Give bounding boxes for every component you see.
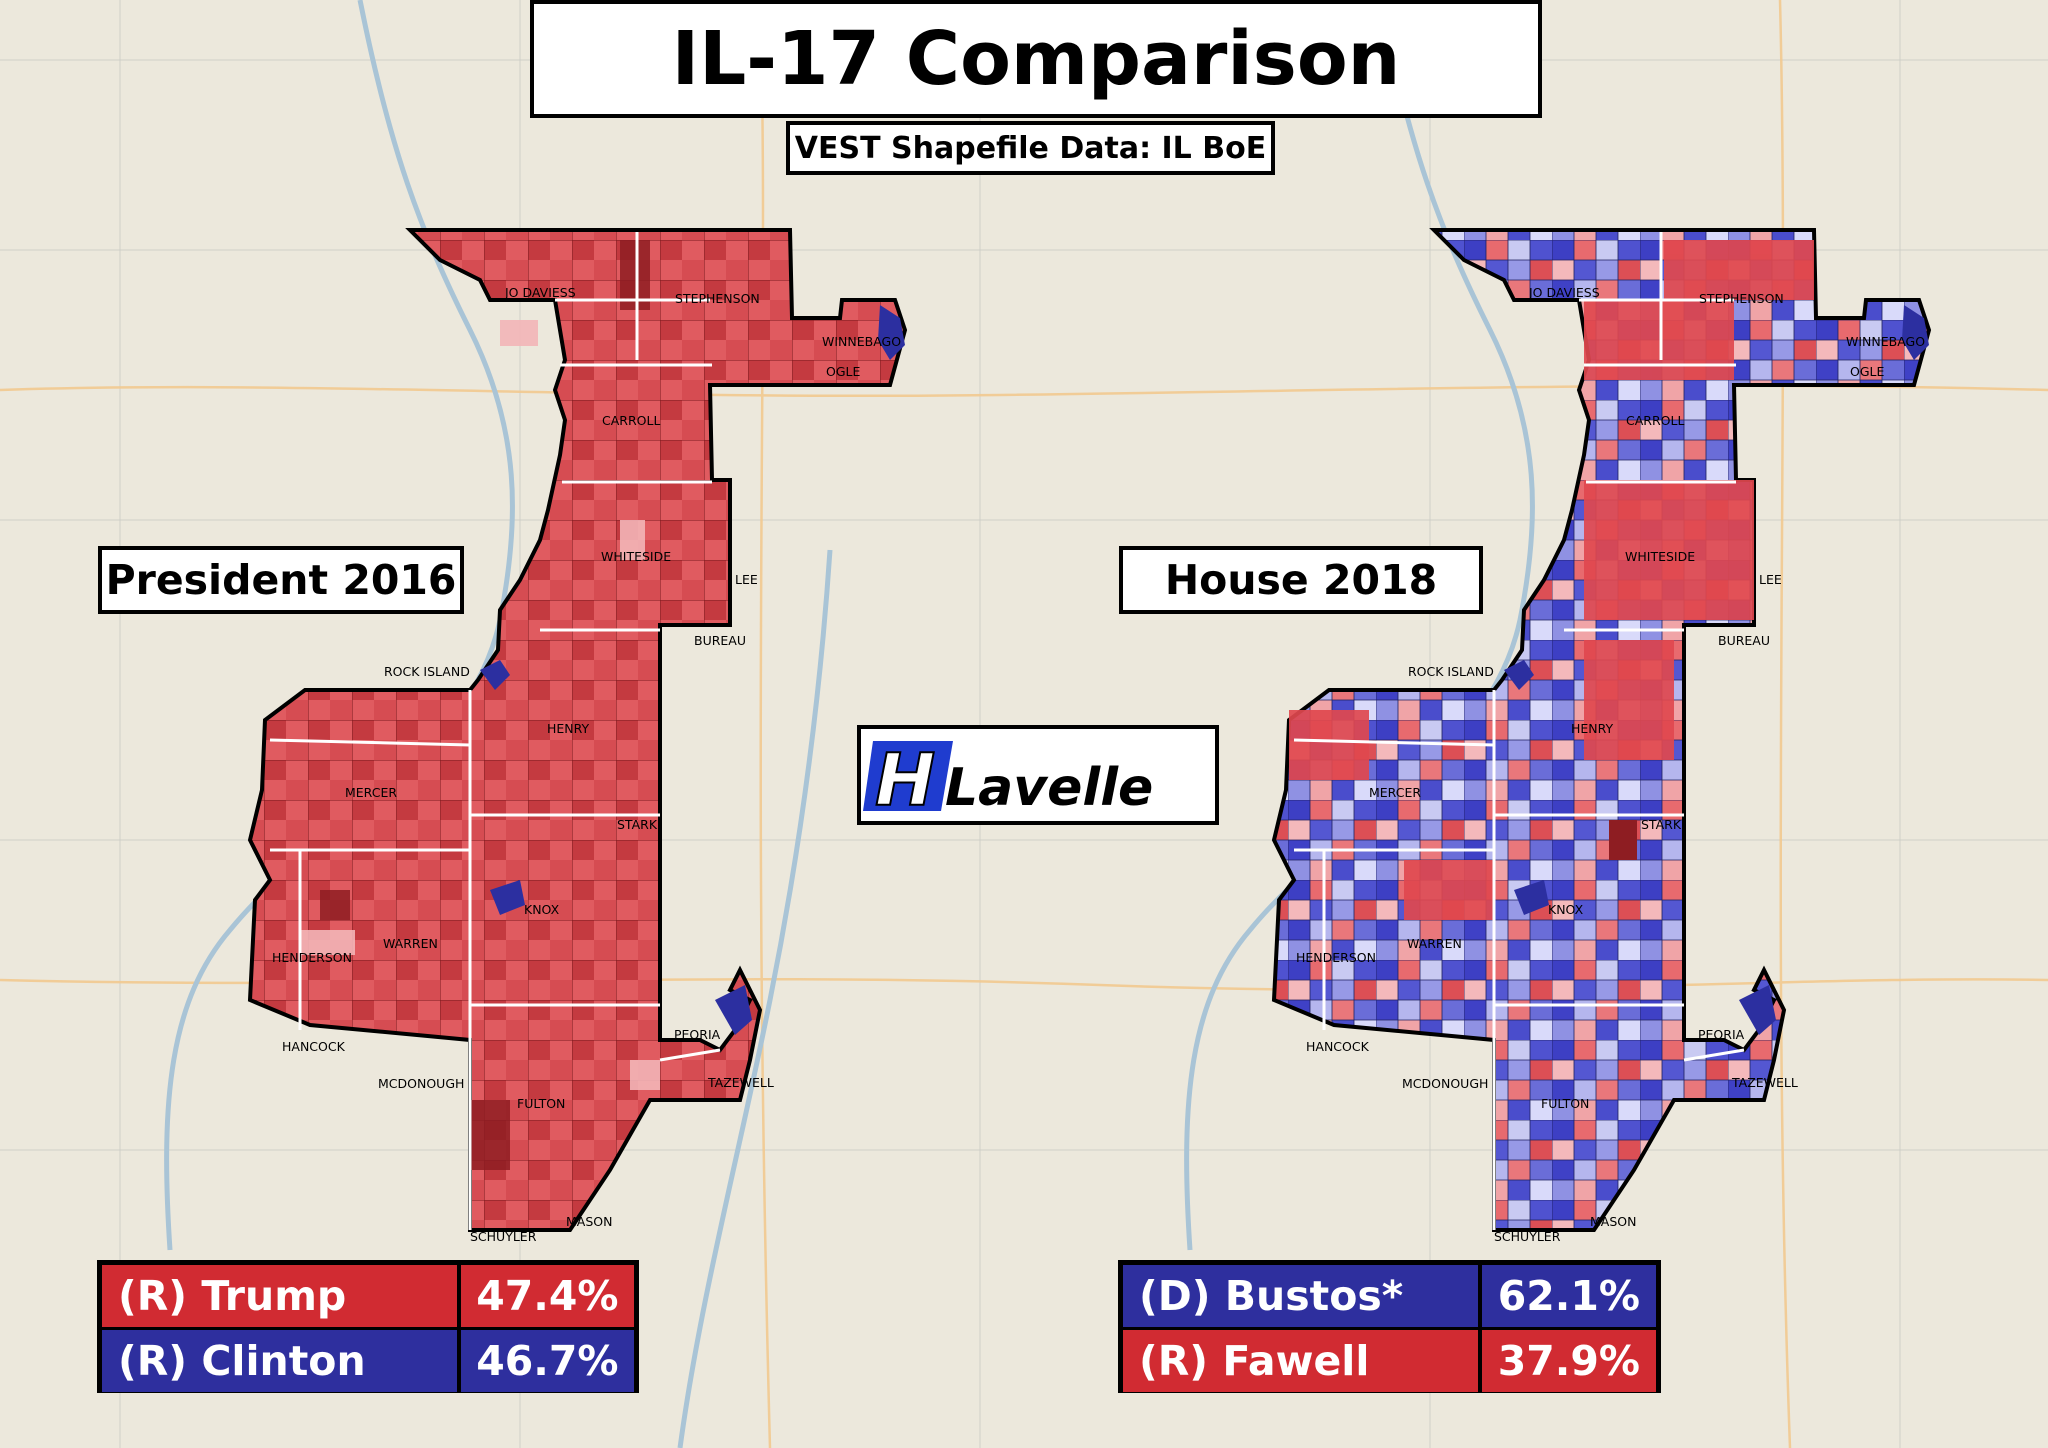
- county-label-hancock: HANCOCK: [282, 1039, 346, 1054]
- county-label-warren: WARREN: [1407, 936, 1462, 951]
- page-title: IL-17 Comparison: [530, 0, 1542, 118]
- county-label-mason: MASON: [1590, 1214, 1636, 1229]
- county-label-mercer: MERCER: [1369, 785, 1421, 800]
- county-label-whiteside: WHITESIDE: [601, 549, 671, 564]
- county-label-schuyler: SCHUYLER: [470, 1229, 537, 1244]
- county-label-henry: HENRY: [1571, 721, 1614, 736]
- candidate-name: (R) Clinton: [102, 1330, 457, 1392]
- county-label-rock-island: ROCK ISLAND: [384, 664, 470, 679]
- county-label-henry: HENRY: [547, 721, 590, 736]
- county-label-stark: STARK: [1641, 817, 1682, 832]
- county-label-carroll: CARROLL: [1626, 413, 1684, 428]
- county-label-carroll: CARROLL: [602, 413, 660, 428]
- logo-text: Lavelle: [945, 758, 1153, 818]
- county-label-hancock: HANCOCK: [1306, 1039, 1370, 1054]
- county-label-rock-island: ROCK ISLAND: [1408, 664, 1494, 679]
- candidate-percent: 37.9%: [1481, 1330, 1656, 1392]
- county-label-whiteside: WHITESIDE: [1625, 549, 1695, 564]
- county-label-ogle: OGLE: [826, 364, 860, 379]
- county-label-bureau: BUREAU: [1718, 633, 1770, 648]
- county-label-tazewell: TAZEWELL: [707, 1075, 774, 1090]
- candidate-percent: 46.7%: [460, 1330, 634, 1392]
- results-table-president-2016: (R) Trump 47.4% (R) Clinton 46.7%: [97, 1260, 639, 1393]
- results-table-house-2018: (D) Bustos* 62.1% (R) Fawell 37.9%: [1118, 1260, 1661, 1393]
- county-label-peoria: PEORIA: [674, 1027, 721, 1042]
- district-outline: [247, 228, 908, 1232]
- county-label-fulton: FULTON: [1541, 1096, 1589, 1111]
- county-label-henderson: HENDERSON: [1296, 950, 1376, 965]
- county-label-mason: MASON: [566, 1214, 612, 1229]
- county-label-knox: KNOX: [524, 902, 560, 917]
- county-label-knox: KNOX: [1548, 902, 1584, 917]
- county-label-mcdonough: MCDONOUGH: [378, 1076, 464, 1091]
- county-label-jo-daviess: JO DAVIESS: [1528, 285, 1600, 300]
- county-label-lee: LEE: [1759, 572, 1782, 587]
- candidate-name: (R) Trump: [102, 1265, 457, 1327]
- candidate-percent: 47.4%: [460, 1265, 634, 1327]
- county-label-winnebago: WINNEBAGO: [1846, 334, 1925, 349]
- county-label-fulton: FULTON: [517, 1096, 565, 1111]
- candidate-percent: 62.1%: [1481, 1265, 1656, 1327]
- result-row: (D) Bustos* 62.1%: [1121, 1265, 1658, 1327]
- map-label-president-2016: President 2016: [98, 546, 464, 614]
- county-label-jo-daviess: JO DAVIESS: [504, 285, 576, 300]
- result-row: (R) Fawell 37.9%: [1121, 1330, 1658, 1392]
- logo-mark: H: [875, 738, 935, 821]
- result-row: (R) Trump 47.4%: [100, 1265, 636, 1327]
- candidate-name: (R) Fawell: [1123, 1330, 1478, 1392]
- county-label-henderson: HENDERSON: [272, 950, 352, 965]
- author-logo: H Lavelle: [857, 725, 1219, 825]
- map-label-house-2018: House 2018: [1119, 546, 1483, 614]
- county-label-ogle: OGLE: [1850, 364, 1884, 379]
- county-label-peoria: PEORIA: [1698, 1027, 1745, 1042]
- county-label-bureau: BUREAU: [694, 633, 746, 648]
- county-label-schuyler: SCHUYLER: [1494, 1229, 1561, 1244]
- county-label-winnebago: WINNEBAGO: [822, 334, 901, 349]
- data-source-subtitle: VEST Shapefile Data: IL BoE: [786, 121, 1275, 175]
- district-map-president-2016: JO DAVIESS STEPHENSON WINNEBAGO OGLE CAR…: [247, 228, 908, 1244]
- county-label-stephenson: STEPHENSON: [675, 291, 760, 306]
- result-row: (R) Clinton 46.7%: [100, 1330, 636, 1392]
- county-label-lee: LEE: [735, 572, 758, 587]
- candidate-name: (D) Bustos*: [1123, 1265, 1478, 1327]
- county-label-mcdonough: MCDONOUGH: [1402, 1076, 1488, 1091]
- county-label-warren: WARREN: [383, 936, 438, 951]
- county-label-tazewell: TAZEWELL: [1731, 1075, 1798, 1090]
- district-map-house-2018: JO DAVIESS STEPHENSON WINNEBAGO OGLE CAR…: [1271, 228, 1932, 1244]
- county-label-mercer: MERCER: [345, 785, 397, 800]
- county-label-stark: STARK: [617, 817, 658, 832]
- county-label-stephenson: STEPHENSON: [1699, 291, 1784, 306]
- logo-graphic: H Lavelle: [863, 737, 1153, 821]
